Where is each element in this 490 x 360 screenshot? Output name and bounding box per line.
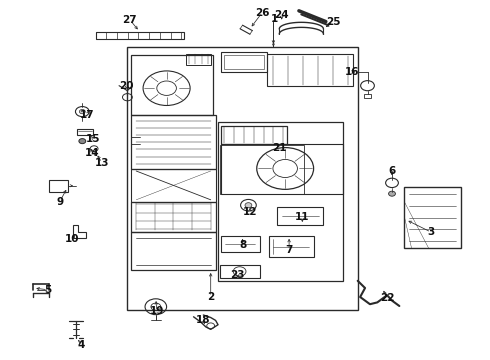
Bar — [269, 236, 314, 257]
Text: 5: 5 — [45, 285, 51, 295]
Text: 19: 19 — [149, 306, 164, 316]
Text: 14: 14 — [85, 148, 99, 158]
Bar — [77, 129, 93, 135]
Bar — [186, 54, 211, 65]
Text: 8: 8 — [239, 240, 246, 250]
Bar — [131, 169, 216, 202]
Bar — [220, 236, 260, 252]
Bar — [224, 55, 264, 69]
Text: 22: 22 — [380, 293, 394, 303]
Bar — [220, 265, 260, 278]
Circle shape — [245, 203, 252, 208]
Text: 21: 21 — [272, 143, 287, 153]
Circle shape — [389, 191, 395, 196]
Bar — [127, 47, 358, 310]
Bar — [220, 144, 343, 194]
Text: 17: 17 — [80, 110, 95, 120]
Bar — [277, 207, 323, 225]
Text: 7: 7 — [285, 245, 293, 255]
Bar — [220, 126, 287, 144]
Bar — [49, 180, 68, 192]
Text: 3: 3 — [428, 227, 435, 237]
Text: 20: 20 — [119, 81, 134, 91]
Bar — [218, 122, 343, 281]
Text: 13: 13 — [95, 158, 109, 168]
Bar — [96, 32, 184, 39]
Text: 24: 24 — [274, 10, 289, 21]
Bar — [220, 145, 304, 194]
Text: 23: 23 — [230, 270, 245, 280]
Bar — [364, 94, 371, 98]
Text: 6: 6 — [389, 166, 395, 176]
Text: 1: 1 — [271, 14, 278, 24]
Bar — [267, 54, 353, 86]
Bar — [220, 52, 267, 72]
Bar — [131, 202, 216, 232]
Text: 10: 10 — [65, 234, 80, 244]
Text: 12: 12 — [243, 207, 257, 217]
Text: 18: 18 — [196, 315, 211, 325]
Text: 2: 2 — [207, 292, 214, 302]
Bar — [131, 115, 216, 169]
Bar — [131, 55, 213, 115]
Circle shape — [79, 109, 85, 114]
Text: 16: 16 — [344, 67, 359, 77]
Text: 26: 26 — [255, 8, 270, 18]
Text: 11: 11 — [295, 212, 310, 222]
Text: 9: 9 — [56, 197, 63, 207]
Text: 25: 25 — [326, 17, 341, 27]
Text: 4: 4 — [77, 340, 85, 350]
Text: 15: 15 — [86, 134, 100, 144]
Bar — [404, 187, 461, 248]
Circle shape — [79, 139, 86, 144]
Bar — [131, 232, 216, 270]
Text: 27: 27 — [122, 15, 137, 25]
